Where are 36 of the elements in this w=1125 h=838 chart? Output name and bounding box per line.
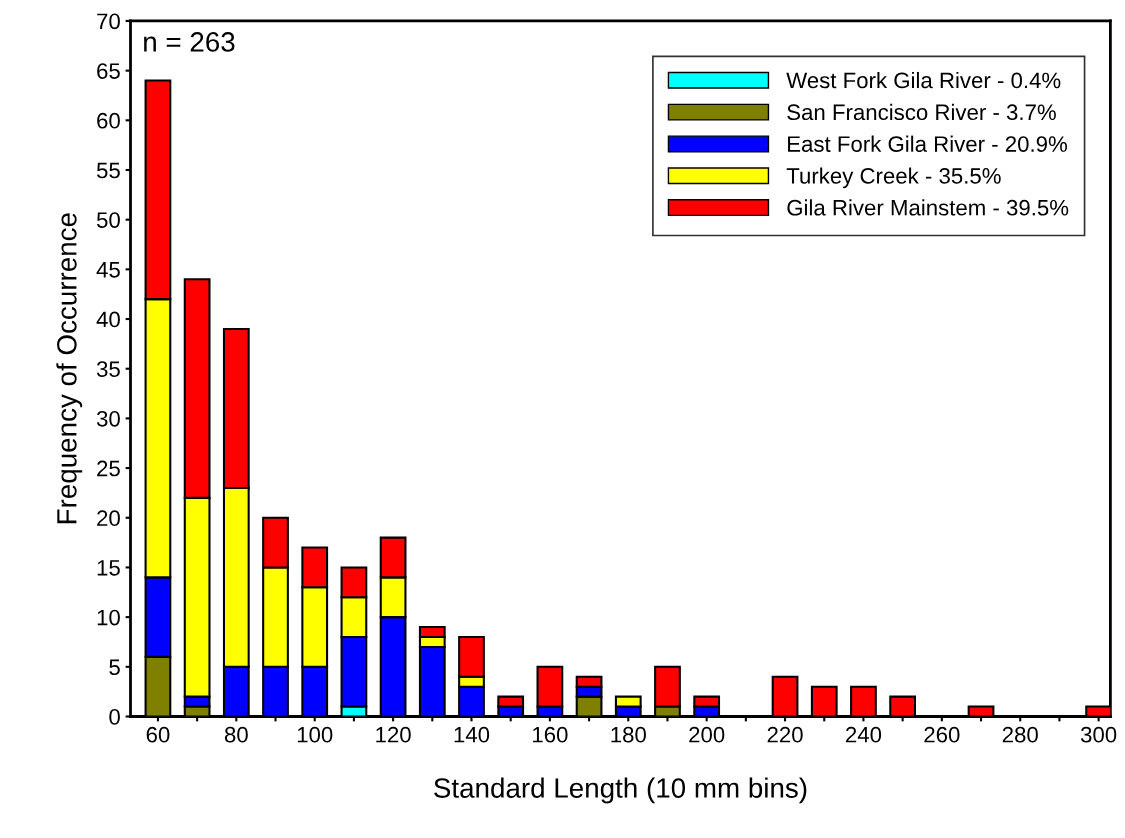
y-tick-label: 45 [96, 262, 120, 278]
y-tick-label: 70 [97, 13, 120, 30]
x-tick-label: 140 [454, 726, 490, 743]
legend-label: Gila River Mainstem - 39.5% [787, 199, 1069, 216]
x-tick-label: 60 [146, 726, 170, 743]
x-tick-label: 240 [846, 726, 882, 743]
y-tick-label: 40 [96, 311, 120, 328]
legend-label: San Francisco River - 3.7% [787, 103, 1056, 121]
y-tick-label: 20 [97, 510, 120, 527]
x-tick-label: 180 [611, 726, 646, 743]
x-tick-label: 280 [1002, 726, 1038, 743]
x-tick-label: 260 [924, 726, 960, 743]
y-tick-label: 65 [97, 63, 120, 79]
y-axis-title: Frequency of Occurrence [56, 213, 83, 524]
x-tick-label: 120 [376, 726, 411, 743]
x-tick-label: 300 [1080, 726, 1117, 743]
x-tick-label: 220 [767, 726, 803, 743]
legend-label: East Fork Gila River - 20.9% [788, 135, 1067, 152]
x-axis-title: Standard Length (10 mm bins) [434, 777, 807, 804]
y-tick-label: 0 [109, 709, 120, 725]
y-tick-label: 25 [97, 460, 120, 477]
y-tick-label: 15 [97, 560, 120, 576]
x-tick-label: 80 [224, 726, 248, 743]
y-tick-label: 60 [97, 112, 120, 129]
y-tick-label: 50 [96, 212, 120, 228]
legend-label: West Fork Gila River - 0.4% [786, 71, 1061, 89]
x-tick-label: 200 [689, 726, 725, 743]
y-tick-label: 35 [96, 361, 120, 377]
annotation: n = 263 [144, 32, 235, 52]
y-tick-label: 5 [109, 659, 120, 676]
x-tick-label: 160 [533, 726, 568, 743]
x-tick-label: 100 [297, 726, 333, 743]
y-tick-label: 55 [96, 162, 120, 179]
y-tick-label: 30 [96, 410, 120, 427]
y-tick-label: 10 [97, 609, 120, 626]
legend-label: Turkey Creek - 35.5% [786, 167, 1001, 189]
